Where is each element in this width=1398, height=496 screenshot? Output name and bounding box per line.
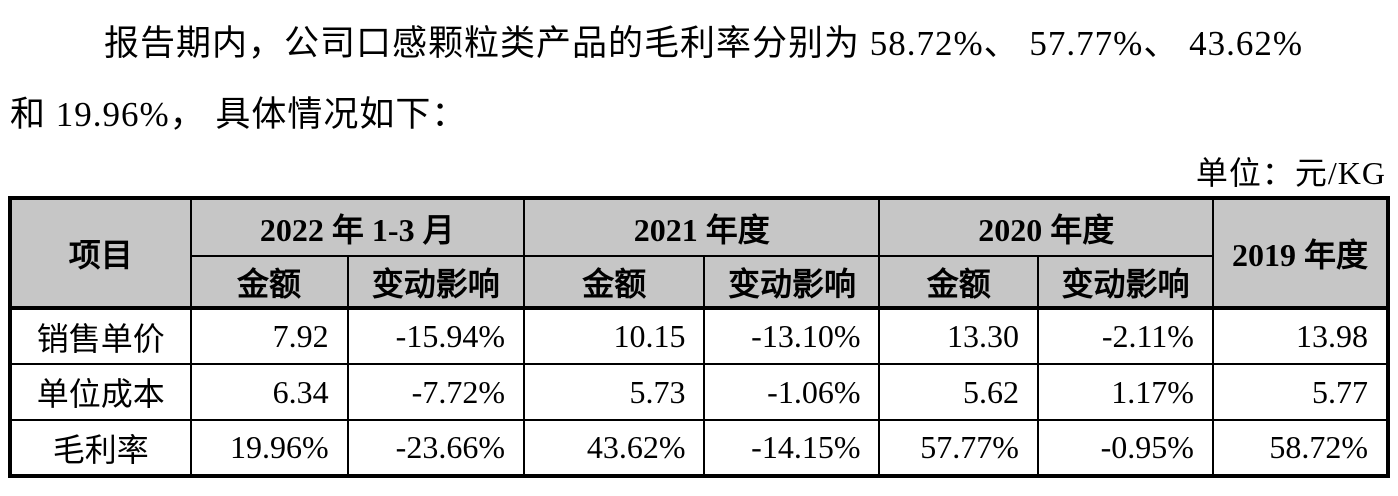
subheader-change-2022: 变动影响 (346, 255, 525, 310)
table-cell: -1.06% (703, 363, 881, 421)
gross-margin-table: 项目 2022 年 1-3 月 2021 年度 2020 年度 2019 年度 … (8, 196, 1390, 478)
table-cell: 1.17% (1036, 363, 1214, 421)
header-period-2019: 2019 年度 (1211, 197, 1390, 310)
table-row-gross-margin: 毛利率 19.96% -23.66% 43.62% -14.15% 57.77%… (9, 419, 1390, 477)
row-label: 单位成本 (9, 363, 192, 421)
table-cell: 5.73 (522, 363, 706, 421)
table-cell: 5.62 (878, 363, 1039, 421)
table-cell: -15.94% (346, 307, 525, 365)
table-cell: -14.15% (703, 419, 881, 477)
table-cell: 10.15 (522, 307, 706, 365)
paragraph-line-1: 报告期内，公司口感颗粒类产品的毛利率分别为 58.72%、 57.77%、 43… (104, 24, 1303, 63)
document: 报告期内，公司口感颗粒类产品的毛利率分别为 58.72%、 57.77%、 43… (8, 24, 1390, 478)
header-period-2021: 2021 年度 (522, 197, 881, 257)
table-cell: -23.66% (346, 419, 525, 477)
subheader-change-2021: 变动影响 (703, 255, 881, 310)
table-cell: 13.30 (878, 307, 1039, 365)
subheader-change-2020: 变动影响 (1036, 255, 1214, 310)
table-cell: 43.62% (522, 419, 706, 477)
table-cell: 6.34 (189, 363, 349, 421)
table-cell: 57.77% (878, 419, 1039, 477)
table-header-row-periods: 项目 2022 年 1-3 月 2021 年度 2020 年度 2019 年度 (9, 197, 1390, 310)
header-item-column: 项目 (9, 197, 192, 310)
table-cell: -13.10% (703, 307, 881, 365)
subheader-amount-2021: 金额 (522, 255, 706, 310)
table-cell: -7.72% (346, 363, 525, 421)
table-row-unit-cost: 单位成本 6.34 -7.72% 5.73 -1.06% 5.62 1.17% … (9, 363, 1390, 421)
row-label: 销售单价 (9, 307, 192, 365)
table-cell: 19.96% (189, 419, 349, 477)
subheader-amount-2022: 金额 (189, 255, 349, 310)
paragraph-line-2: 和 19.96%， 具体情况如下： (10, 95, 468, 134)
row-label: 毛利率 (9, 419, 192, 477)
table-cell: -0.95% (1036, 419, 1214, 477)
table-cell: 13.98 (1211, 307, 1390, 365)
subheader-amount-2020: 金额 (878, 255, 1039, 310)
table-cell: -2.11% (1036, 307, 1214, 365)
table-cell: 5.77 (1211, 363, 1390, 421)
header-period-2022: 2022 年 1-3 月 (189, 197, 525, 257)
header-period-2020: 2020 年度 (878, 197, 1214, 257)
table-cell: 58.72% (1211, 419, 1390, 477)
unit-label: 单位：元/KG (1195, 155, 1386, 191)
table-header-row-sub: 金额 变动影响 金额 变动影响 金额 变动影响 (10, 255, 1388, 310)
table-cell: 7.92 (189, 307, 349, 365)
table-row-unit-price: 销售单价 7.92 -15.94% 10.15 -13.10% 13.30 -2… (9, 307, 1390, 365)
